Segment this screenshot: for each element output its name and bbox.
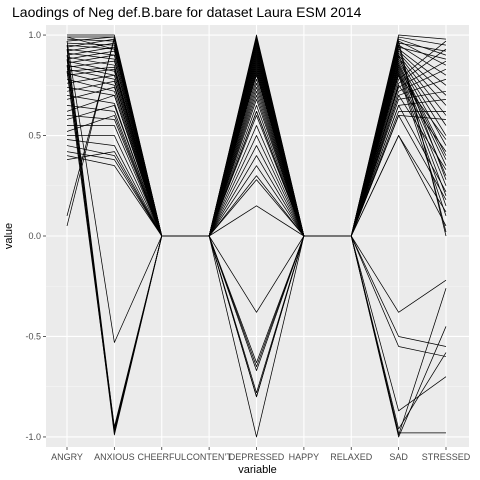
x-tick-label: HAPPY [289,452,320,462]
y-tick-label: 0.0 [28,231,41,241]
series-line-23 [66,48,447,237]
x-tick-label: SAD [389,452,408,462]
y-tick-label: 0.5 [28,131,41,141]
series-line-32 [67,84,447,237]
series-line-27 [66,86,447,237]
x-tick-label: DEPRESSED [229,452,285,462]
y-tick-label: -1.0 [25,432,41,442]
x-axis-title: variable [238,464,277,476]
series-line-31 [66,74,447,237]
series-line-20 [66,72,447,237]
chart-title: Laodings of Neg def.B.bare for dataset L… [12,4,362,20]
series-line-48 [66,65,447,436]
data-lines [66,34,447,438]
y-tick-label: -0.5 [25,331,41,341]
series-line-34 [67,94,447,237]
series-line-41 [66,38,447,237]
x-tick-label: CHEERFUL [137,452,186,462]
series-line-49 [66,71,447,432]
x-tick-label: RELAXED [330,452,373,462]
series-line-36 [66,105,447,237]
series-line-39 [66,111,447,237]
series-line-35 [66,54,447,237]
y-axis: -1.0 -0.5 0.0 0.5 1.0 [25,30,46,442]
series-line-37 [66,115,447,237]
x-tick-label: ANGRY [51,452,83,462]
x-tick-label: STRESSED [422,452,471,462]
y-tick-label: 1.0 [28,30,41,40]
series-line-22 [66,40,447,237]
series-line-25 [66,68,447,237]
series-line-43 [66,41,447,363]
series-line-42 [66,36,447,313]
y-axis-title: value [3,223,15,249]
x-tick-label: ANXIOUS [94,452,135,462]
x-tick-label: CONTEN’T [186,452,232,462]
series-line-33 [66,64,447,237]
